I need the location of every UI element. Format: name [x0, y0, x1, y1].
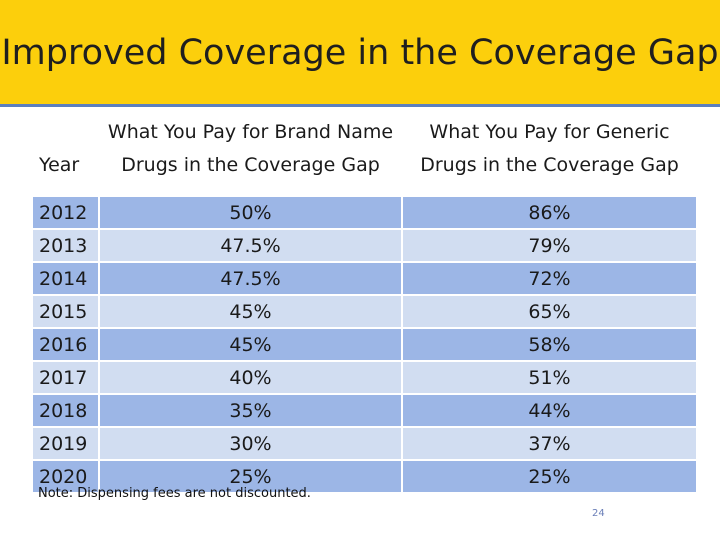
header-brand-name: What You Pay for Brand Name Drugs in the …	[99, 108, 403, 197]
year-cell: 2015	[33, 295, 100, 329]
title-bar	[0, 0, 720, 107]
year-cell: 2016	[33, 328, 100, 362]
brand-cell: 35%	[99, 394, 403, 428]
generic-cell: 44%	[402, 394, 696, 428]
brand-cell: 47.5%	[99, 262, 403, 296]
generic-cell: 25%	[402, 460, 696, 494]
year-cell: 2014	[33, 262, 100, 296]
generic-cell: 58%	[402, 328, 696, 362]
slide-title: Improved Coverage in the Coverage Gap	[1, 33, 719, 73]
generic-cell: 51%	[402, 361, 696, 395]
footnote: Note: Dispensing fees are not discounted…	[38, 486, 311, 501]
brand-cell: 40%	[99, 361, 403, 395]
coverage-gap-table: Year What You Pay for Brand Name Drugs in…	[33, 108, 696, 494]
table-row: 2020 25% 25%	[33, 460, 696, 494]
table-row: 2014 47.5% 72%	[33, 262, 696, 296]
year-cell: 2013	[33, 229, 100, 263]
year-cell: 2019	[33, 427, 100, 461]
brand-cell: 45%	[99, 328, 403, 362]
brand-cell: 47.5%	[99, 229, 403, 263]
brand-cell: 25%	[99, 460, 403, 494]
brand-cell: 50%	[99, 195, 403, 230]
table-row: 2017 40% 51%	[33, 361, 696, 395]
generic-cell: 79%	[402, 229, 696, 263]
table-row: 2012 50% 86%	[33, 195, 696, 230]
table-row: 2019 30% 37%	[33, 427, 696, 461]
table-row: 2013 47.5% 79%	[33, 229, 696, 263]
generic-cell: 37%	[402, 427, 696, 461]
generic-cell: 86%	[402, 195, 696, 230]
year-cell: 2018	[33, 394, 100, 428]
table-row: 2015 45% 65%	[33, 295, 696, 329]
year-cell: 2017	[33, 361, 100, 395]
table-row: 2018 35% 44%	[33, 394, 696, 428]
page-number: 24	[592, 508, 605, 519]
header-year: Year	[33, 108, 100, 197]
header-generic: What You Pay for Generic Drugs in the Cov…	[402, 108, 696, 197]
year-cell: 2012	[33, 195, 100, 230]
year-cell: 2020	[33, 460, 100, 494]
generic-cell: 72%	[402, 262, 696, 296]
table-header-row: Year What You Pay for Brand Name Drugs in…	[33, 108, 696, 197]
table-row: 2016 45% 58%	[33, 328, 696, 362]
brand-cell: 30%	[99, 427, 403, 461]
title-underline	[0, 104, 720, 107]
generic-cell: 65%	[402, 295, 696, 329]
brand-cell: 45%	[99, 295, 403, 329]
